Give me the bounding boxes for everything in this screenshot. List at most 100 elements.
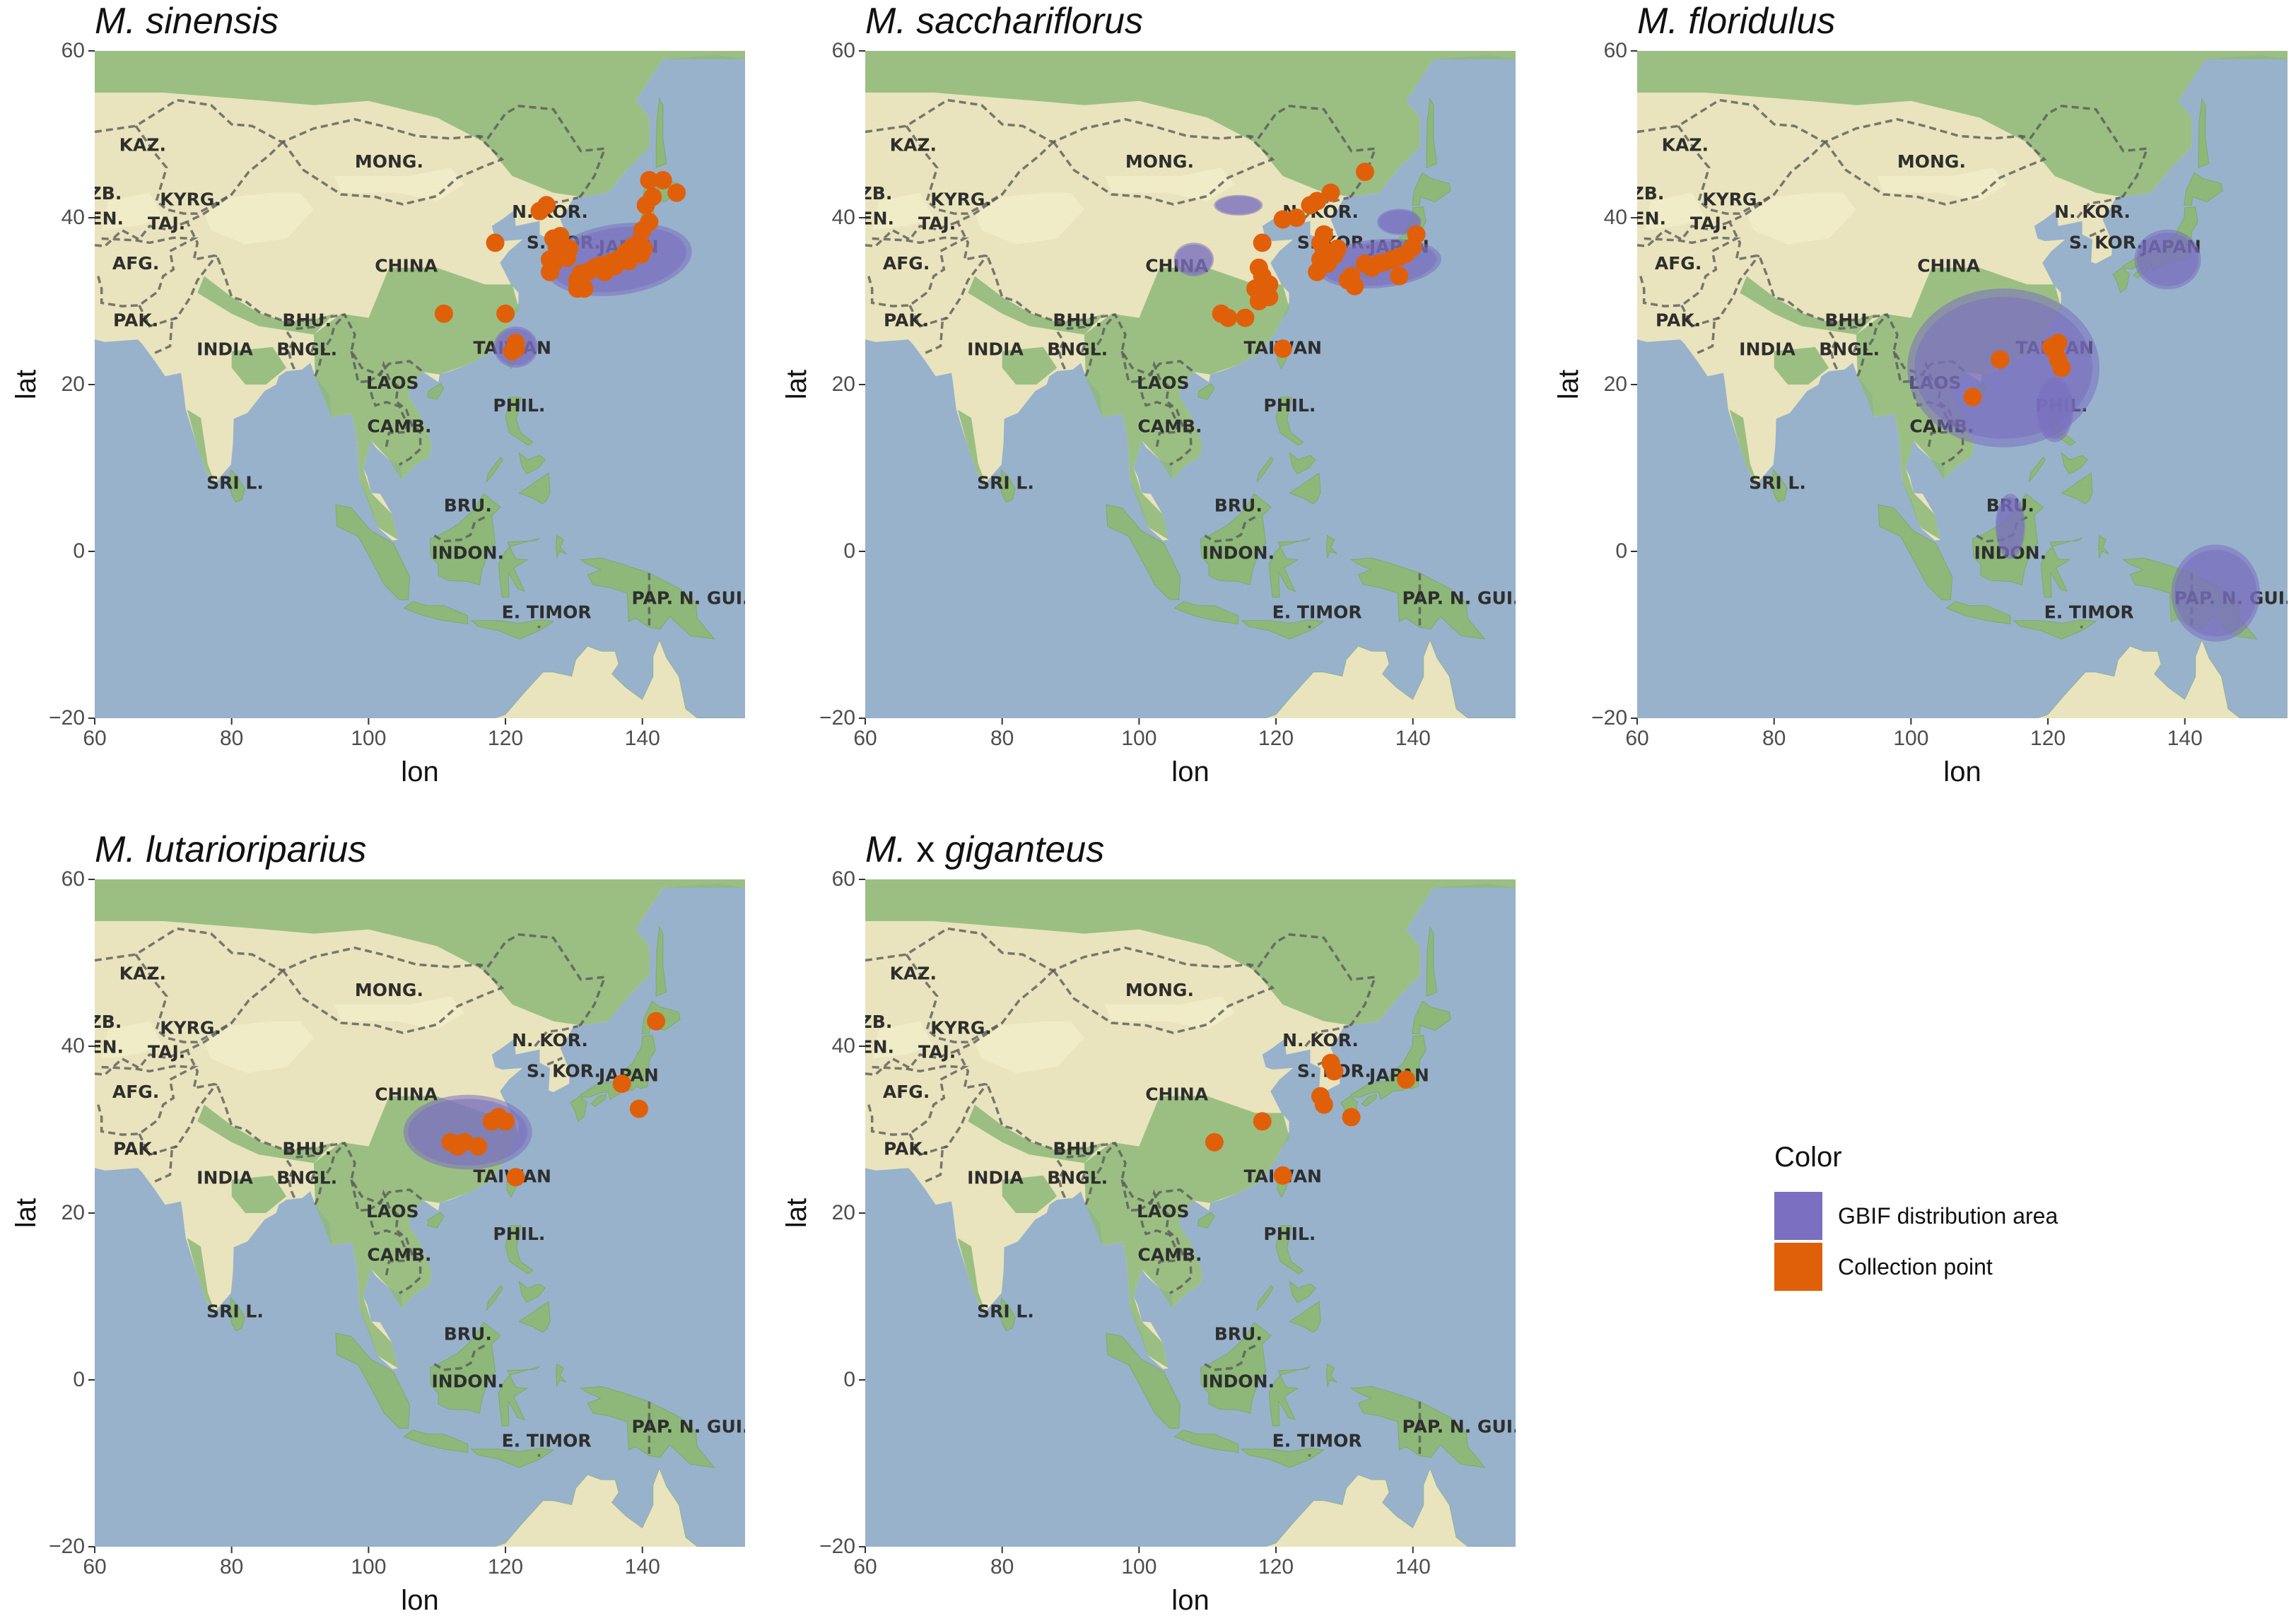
island: [556, 534, 567, 558]
country-label: MEN.: [73, 1036, 124, 1057]
collection-point: [496, 304, 515, 323]
country-border: [925, 1144, 948, 1183]
collection-point: [1314, 1095, 1333, 1114]
country-label: PAK.: [884, 1138, 929, 1159]
country-label: UZB.: [1617, 183, 1664, 204]
desert-zone: [1876, 168, 2007, 201]
map-panel-4: KAZ. MONG. UZB. KYRG. MEN. TAJ. AFG. CHINA N. KO…: [73, 879, 749, 1553]
country-border: [367, 1209, 409, 1279]
island: [518, 1301, 551, 1333]
collection-point: [640, 170, 659, 189]
desert-zone: [1644, 192, 1706, 230]
x-tick-label: 140: [624, 727, 660, 750]
island: [1350, 557, 1486, 640]
country-border: [1079, 344, 1086, 356]
country-label: KAZ.: [1662, 135, 1709, 156]
country-border: [286, 331, 296, 370]
collection-point: [469, 1137, 488, 1156]
country-label: LAOS: [366, 373, 419, 393]
country-border: [286, 1159, 296, 1199]
country-label: UZB.: [845, 183, 892, 204]
collection-point: [1308, 262, 1327, 281]
y-tick-label: 0: [73, 1368, 85, 1391]
country-border: [867, 236, 970, 308]
forest-zone: [1774, 346, 1829, 385]
country-label: PAK.: [884, 310, 929, 330]
country-border: [867, 1065, 970, 1136]
legend-item-gbif: GBIF distribution area: [1774, 1192, 2058, 1240]
country-label: PHIL.: [1263, 395, 1316, 416]
country-border: [1856, 313, 1888, 377]
collection-point: [1301, 196, 1320, 215]
australia: [2037, 640, 2288, 718]
country-label: INDIA: [197, 339, 253, 360]
y-tick-label: 0: [1615, 539, 1627, 563]
collection-point: [1273, 210, 1292, 229]
island: [2098, 534, 2109, 558]
panel-title-hybrid: x: [916, 829, 945, 870]
y-tick-label: 60: [61, 39, 85, 62]
country-label: BHU.: [282, 1138, 332, 1159]
country-label: SRI L.: [206, 1301, 264, 1322]
island: [403, 601, 469, 625]
forest-zone: [957, 409, 985, 483]
country-label: E. TIMOR: [502, 602, 592, 622]
panel-title-genus: M.: [1637, 1, 1689, 42]
panel-title-genus: M.: [95, 829, 146, 870]
island: [2013, 619, 2097, 640]
island: [1771, 469, 1788, 503]
island: [1426, 925, 1438, 997]
country-border: [2076, 196, 2121, 219]
y-tick-label: 0: [843, 1368, 855, 1391]
y-tick-label: 60: [831, 867, 855, 891]
island: [1878, 504, 1953, 600]
island: [505, 1225, 534, 1275]
collection-point: [1219, 308, 1238, 327]
island: [1241, 619, 1325, 640]
country-border: [281, 964, 505, 1034]
x-tick-label: 100: [351, 727, 387, 750]
country-border: [1056, 1148, 1086, 1159]
collection-point: [1325, 1062, 1344, 1081]
panel-title-species: floridulus: [1688, 1, 1836, 42]
country-label: KYRG.: [930, 1017, 992, 1038]
y-tick-label: 0: [73, 539, 85, 563]
country-label: PHIL.: [493, 1224, 545, 1244]
country-border: [309, 344, 315, 356]
country-label: MEN.: [73, 208, 124, 228]
island: [2061, 452, 2088, 474]
collection-point: [486, 233, 505, 252]
collection-point: [1328, 239, 1347, 258]
country-label: PAP. N. GUI.: [631, 1416, 749, 1436]
country-label: MEN.: [843, 208, 894, 228]
forest-zone: [197, 276, 334, 335]
desert-zone: [334, 996, 464, 1030]
x-axis-title: lon: [1171, 756, 1210, 787]
forest-zone: [313, 267, 520, 540]
country-border: [314, 313, 346, 377]
x-tick-label: 140: [1395, 727, 1431, 750]
country-label: BRU.: [444, 1323, 492, 1344]
island: [2184, 172, 2223, 206]
island: [2198, 97, 2210, 168]
collection-point: [1253, 233, 1272, 252]
country-label: PAK.: [113, 1138, 158, 1159]
legend-item-collection: Collection point: [1774, 1243, 2058, 1291]
country-label: KYRG.: [930, 189, 992, 209]
country-label: E. TIMOR: [1272, 602, 1362, 622]
y-tick-label: 20: [831, 1201, 855, 1224]
country-label: SRI L.: [1749, 473, 1806, 493]
island: [1173, 601, 1239, 625]
country-label: BHU.: [1053, 310, 1102, 330]
forest-zone: [231, 346, 287, 385]
x-tick-label: 60: [1625, 727, 1649, 750]
country-label: MONG.: [1125, 151, 1194, 172]
collection-point: [1236, 308, 1255, 327]
island: [1289, 472, 1321, 505]
country-border: [2089, 228, 2106, 238]
x-tick-label: 140: [2167, 727, 2203, 750]
island: [518, 452, 546, 474]
country-label: AFG.: [112, 1082, 159, 1102]
